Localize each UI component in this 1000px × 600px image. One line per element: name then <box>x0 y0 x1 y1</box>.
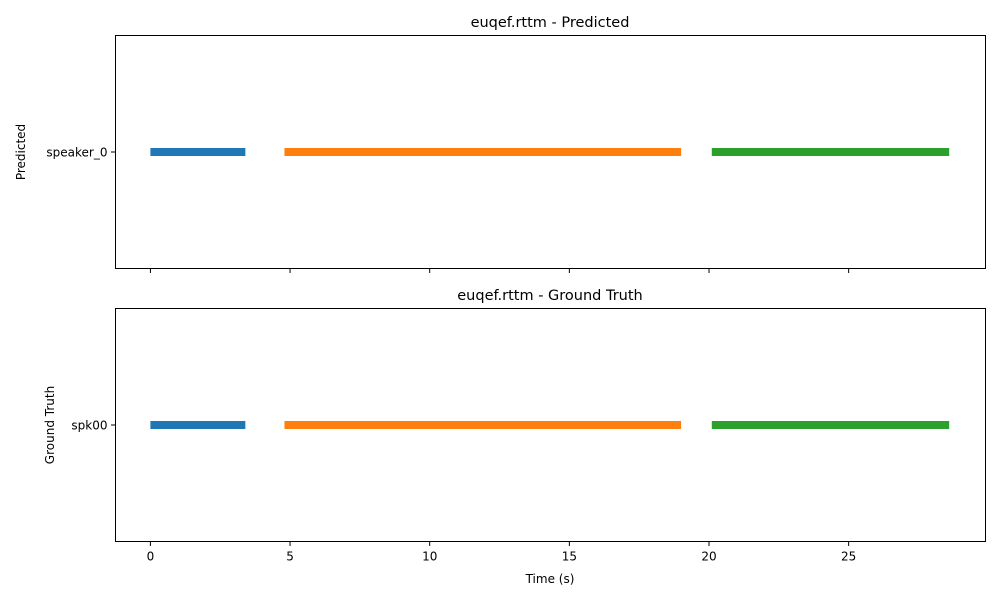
x-tick-label: 15 <box>562 550 577 564</box>
ground-truth-panel: euqef.rttm - Ground Truth Ground Truth T… <box>43 288 986 586</box>
ground-truth-plot-frame <box>115 308 986 542</box>
predicted-y-axis-label: Predicted <box>14 124 28 180</box>
y-tick-label: spk00 <box>71 419 107 433</box>
ground-truth-y-ticks: spk00 <box>71 419 116 433</box>
ground-truth-x-ticks: 0 5 10 15 20 25 <box>147 541 856 564</box>
x-tick-label: 5 <box>286 550 294 564</box>
x-tick-label: 0 <box>147 550 155 564</box>
ground-truth-panel-title: euqef.rttm - Ground Truth <box>457 288 643 304</box>
x-tick-label: 10 <box>422 550 437 564</box>
predicted-panel-title: euqef.rttm - Predicted <box>471 15 630 31</box>
y-tick-label: speaker_0 <box>46 146 107 160</box>
predicted-y-ticks: speaker_0 <box>46 146 116 160</box>
x-tick-label: 20 <box>701 550 716 564</box>
predicted-x-ticks <box>149 268 850 273</box>
x-axis-label: Time (s) <box>525 572 575 586</box>
x-tick-label: 25 <box>841 550 856 564</box>
ground-truth-y-axis-label: Ground Truth <box>43 386 57 464</box>
predicted-plot-frame <box>115 35 986 269</box>
predicted-panel: euqef.rttm - Predicted Predicted speaker… <box>14 15 986 273</box>
